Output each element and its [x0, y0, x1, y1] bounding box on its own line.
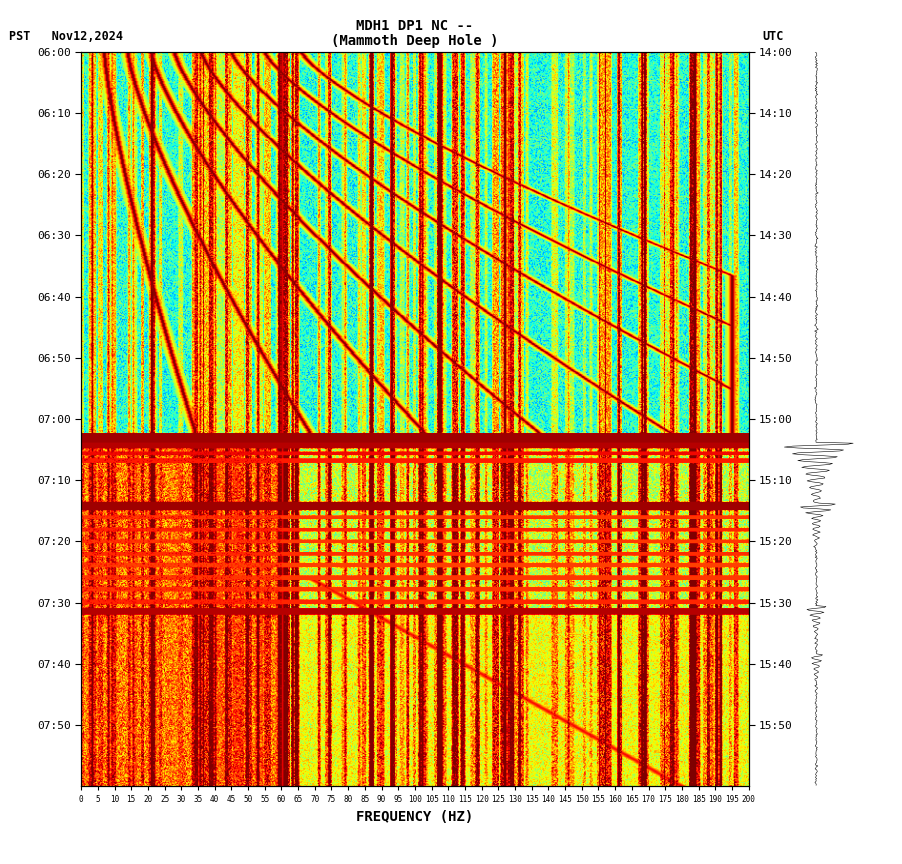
Text: PST   Nov12,2024: PST Nov12,2024	[9, 30, 123, 43]
Text: MDH1 DP1 NC --: MDH1 DP1 NC --	[356, 19, 474, 33]
Text: UTC: UTC	[762, 30, 784, 43]
Text: (Mammoth Deep Hole ): (Mammoth Deep Hole )	[331, 34, 499, 48]
X-axis label: FREQUENCY (HZ): FREQUENCY (HZ)	[356, 810, 474, 823]
